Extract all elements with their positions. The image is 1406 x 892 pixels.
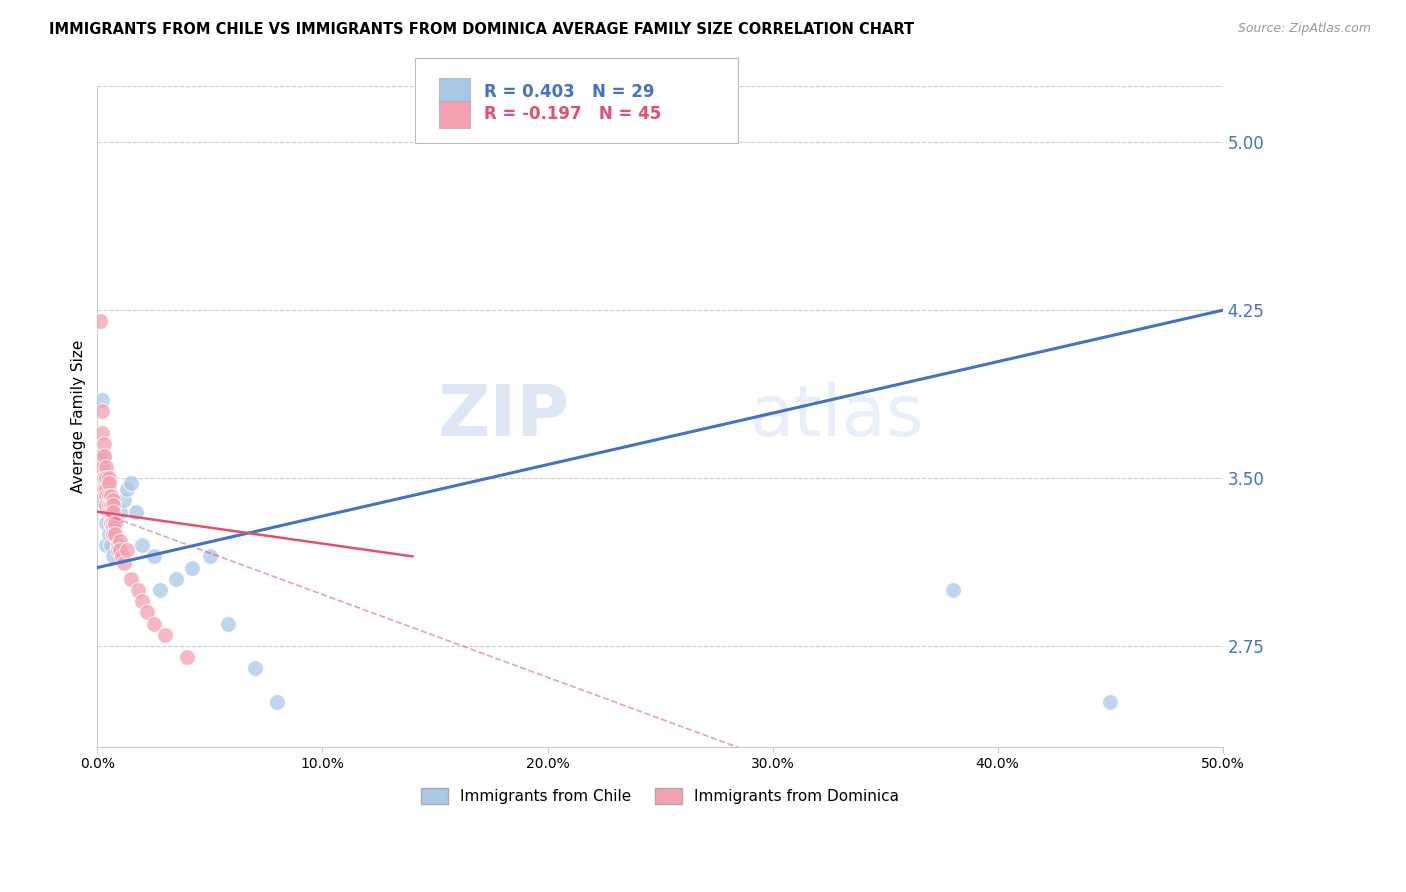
Point xyxy=(90,459,112,474)
Point xyxy=(90,404,112,418)
Point xyxy=(101,549,124,564)
Point xyxy=(97,475,120,490)
Point xyxy=(101,493,124,508)
Point xyxy=(107,542,129,557)
Point xyxy=(217,616,239,631)
Point xyxy=(112,556,135,570)
Point xyxy=(108,533,131,548)
Point xyxy=(115,542,138,557)
Legend: Immigrants from Chile, Immigrants from Dominica: Immigrants from Chile, Immigrants from D… xyxy=(413,780,907,812)
Point xyxy=(97,471,120,485)
Point xyxy=(104,516,127,530)
Point xyxy=(115,482,138,496)
Point xyxy=(100,538,122,552)
Point xyxy=(104,516,127,530)
Point xyxy=(104,527,127,541)
Point xyxy=(96,516,118,530)
Point xyxy=(100,498,122,512)
Point xyxy=(1099,695,1122,709)
Point xyxy=(124,505,146,519)
Point xyxy=(198,549,221,564)
Point xyxy=(93,437,115,451)
Text: IMMIGRANTS FROM CHILE VS IMMIGRANTS FROM DOMINICA AVERAGE FAMILY SIZE CORRELATIO: IMMIGRANTS FROM CHILE VS IMMIGRANTS FROM… xyxy=(49,22,914,37)
Point xyxy=(101,527,124,541)
Point xyxy=(96,498,118,512)
Point xyxy=(108,505,131,519)
Point xyxy=(120,475,142,490)
Point xyxy=(96,471,118,485)
Point xyxy=(107,538,129,552)
Point xyxy=(120,572,142,586)
Text: R = -0.197   N = 45: R = -0.197 N = 45 xyxy=(484,105,661,123)
Point xyxy=(89,449,111,463)
Point xyxy=(149,582,172,597)
Point xyxy=(93,449,115,463)
Point xyxy=(96,459,118,474)
Point xyxy=(90,426,112,441)
Point xyxy=(90,392,112,407)
Point xyxy=(176,650,198,665)
Point xyxy=(131,594,153,608)
Point xyxy=(97,527,120,541)
Text: Source: ZipAtlas.com: Source: ZipAtlas.com xyxy=(1237,22,1371,36)
Point xyxy=(266,695,288,709)
Text: atlas: atlas xyxy=(749,382,924,451)
Point xyxy=(97,489,120,503)
Y-axis label: Average Family Size: Average Family Size xyxy=(72,340,86,493)
Point xyxy=(97,498,120,512)
Point xyxy=(112,493,135,508)
Point xyxy=(93,449,115,463)
Point xyxy=(942,582,965,597)
Point xyxy=(100,489,122,503)
Point xyxy=(97,482,120,496)
Text: ZIP: ZIP xyxy=(437,382,569,451)
Point xyxy=(101,498,124,512)
Point xyxy=(101,527,124,541)
Point xyxy=(142,549,165,564)
Point xyxy=(153,628,176,642)
Point xyxy=(100,516,122,530)
Point xyxy=(97,505,120,519)
Point xyxy=(111,549,134,564)
Point xyxy=(127,582,149,597)
Point xyxy=(101,520,124,534)
Point xyxy=(107,538,129,552)
Point xyxy=(89,493,111,508)
Point xyxy=(135,605,157,619)
Text: R = 0.403   N = 29: R = 0.403 N = 29 xyxy=(484,83,654,101)
Point xyxy=(243,661,266,675)
Point xyxy=(89,314,111,328)
Point xyxy=(100,505,122,519)
Point xyxy=(96,489,118,503)
Point xyxy=(142,616,165,631)
Point xyxy=(100,516,122,530)
Point xyxy=(93,482,115,496)
Point xyxy=(93,471,115,485)
Point xyxy=(96,538,118,552)
Point xyxy=(101,505,124,519)
Point xyxy=(108,542,131,557)
Point xyxy=(180,560,202,574)
Point xyxy=(96,482,118,496)
Point xyxy=(165,572,187,586)
Point xyxy=(131,538,153,552)
Point xyxy=(101,516,124,530)
